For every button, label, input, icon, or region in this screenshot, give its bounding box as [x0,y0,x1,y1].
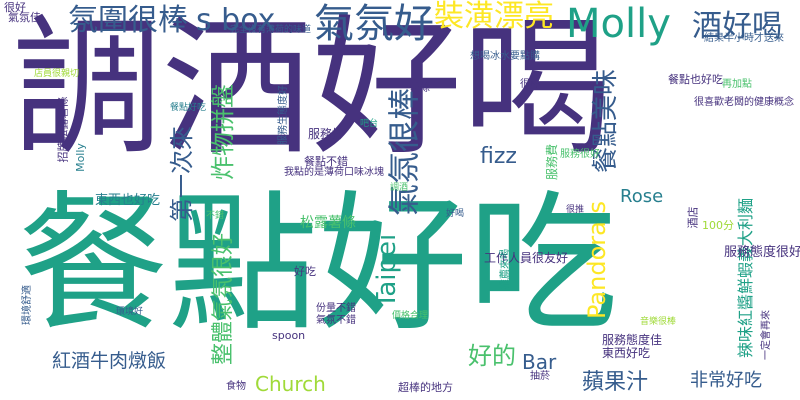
cloud-word: 非常好吃 [690,370,762,391]
cloud-word: 氛圍很棒 [68,3,188,38]
cloud-word: 工作人員很友好 [484,251,569,265]
cloud-word: 一定會再來 [761,310,772,360]
cloud-word: 吧台 [360,119,379,129]
cloud-word: 想喝冰水要點購 [470,51,540,62]
cloud-word: 完全沒有薄荷的味道 [230,25,312,35]
cloud-word: 松露薯條 [300,215,356,231]
cloud-word: 好吃 [294,265,316,278]
cloud-word: 餐點不錯 [304,155,348,168]
cloud-word: Molly [566,1,671,47]
cloud-word: Molly [73,143,87,172]
cloud-word: 不錯 [206,211,225,221]
cloud-word: 氣氛好 [314,1,434,47]
cloud-word: Taipei [372,233,403,309]
cloud-word: 紅酒牛肉燉飯 [52,350,167,372]
cloud-word: 服務好 [308,127,345,141]
cloud-word: 餐點好吃 [170,103,207,113]
cloud-word: 食物 [226,381,246,392]
cloud-word: 裝潢漂亮 [434,0,554,34]
cloud-word: 店員很親切 [34,69,80,79]
cloud-word: spoon [272,329,306,342]
cloud-word: 好喝 [446,209,465,219]
cloud-word: 100分 [702,219,734,232]
cloud-word: 酒店 [686,206,700,229]
cloud-word: 份量不錯 [316,303,356,314]
cloud-word: Bar [522,350,557,374]
cloud-word: Church [255,372,326,396]
cloud-word: 服務態度很好 [724,245,800,260]
cloud-word: 招牌松露薯條 [56,96,70,163]
cloud-word: 環境好 [116,307,144,317]
cloud-word: 酒好喝 [692,9,782,44]
cloud-word: 辣味紅醬鮮蝦義大利麵 [736,197,756,359]
cloud-word: 抽菸 [530,371,550,382]
cloud-word: 很好 [4,1,26,14]
cloud-word: 薯條 [410,83,430,94]
cloud-word: 東西好吃 [602,346,651,360]
cloud-word: 氣氛佳 [8,11,41,24]
cloud-word: 蘋果汁 [582,370,649,395]
cloud-word: 很喜歡老闆的健康概念 [694,97,794,108]
cloud-word: Pandora s [582,201,611,319]
cloud-word: s box [196,3,276,38]
cloud-word: 推薦來喝 [500,249,511,289]
cloud-word: 很棒 [520,79,540,90]
cloud-word: 環境舒適 [22,285,33,325]
cloud-word: 我點的是薄荷口味冰塊 [284,167,384,178]
cloud-word: 餐點好吃 [18,178,619,352]
cloud-word: 服務很好 [560,149,600,160]
cloud-word: 價格合理 [392,311,429,321]
cloud-word: 服務生態度好 [278,85,289,145]
cloud-word: 整體氣氛很好 [211,232,237,366]
cloud-word: 很推 [566,205,585,215]
cloud-word: 餐點也好吃 [668,73,723,86]
cloud-word: 氣氛不錯 [316,315,356,326]
cloud-word: 第一次來 [168,126,196,222]
cloud-word: 炸物拼盤 [209,84,237,180]
cloud-word: 服務態度佳 [602,333,663,347]
cloud-word: Rose [620,186,664,207]
cloud-word: 氣氛很棒 [385,87,424,217]
cloud-word: 調酒 [390,183,409,193]
cloud-word: 超棒的地方 [398,381,453,394]
cloud-word: fizz [480,144,517,169]
cloud-word: 結果半小時才送來 [704,33,784,44]
cloud-word: 音樂很棒 [640,317,677,327]
cloud-word: 好的 [468,342,516,370]
cloud-word: 東西也好吃 [95,193,161,208]
cloud-word: 再加點 [722,79,752,90]
cloud-word: 服務費 [545,143,560,181]
cloud-word: 調酒好喝 [12,2,613,176]
